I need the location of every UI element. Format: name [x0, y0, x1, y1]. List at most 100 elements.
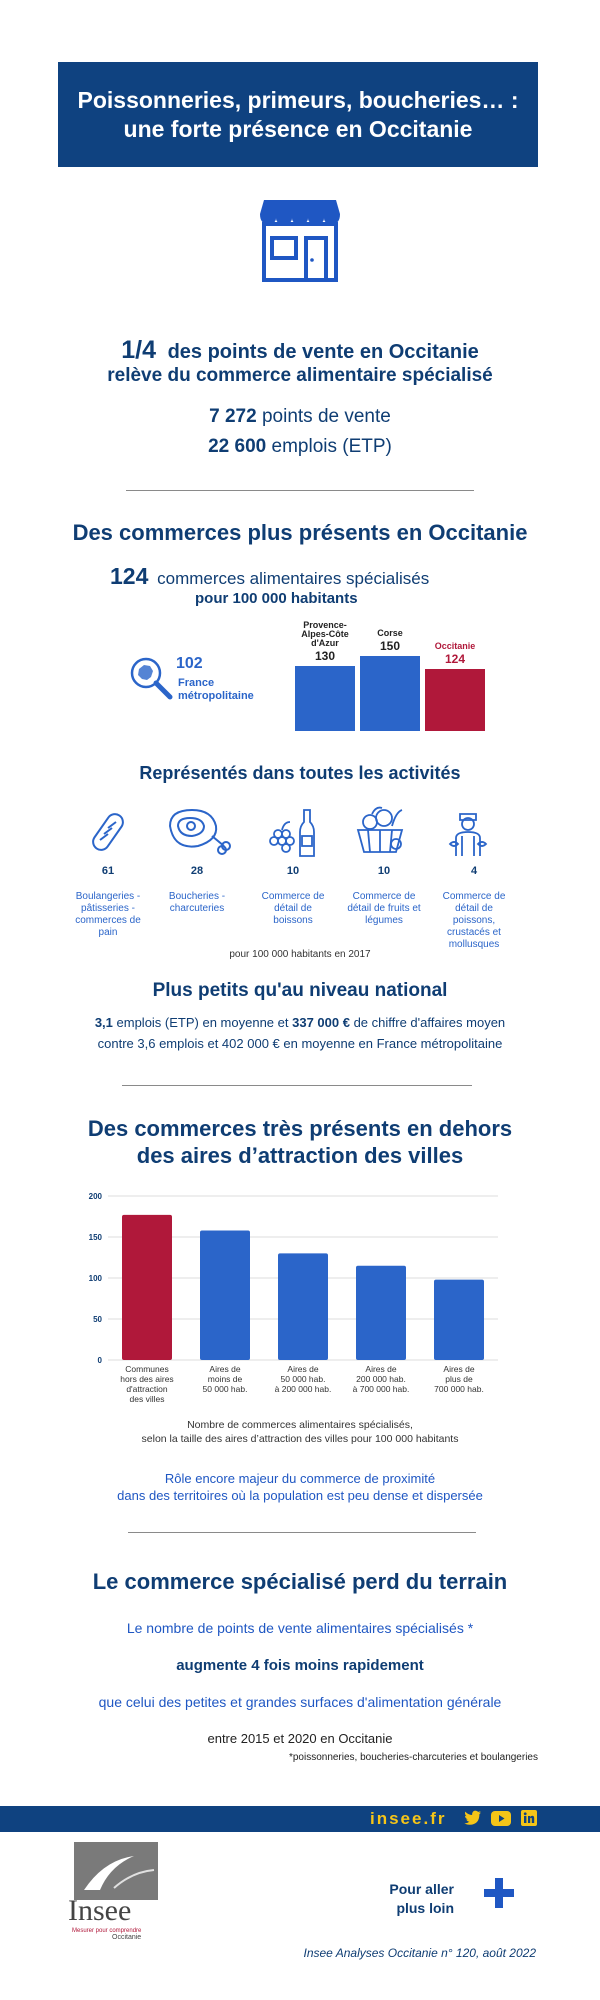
jobs-label: emplois (ETP)	[271, 436, 392, 457]
decline-heading: Le commerce spécialisé perd du terrain	[92, 1569, 508, 1594]
attraction-caption: Nombre de commerces alimentaires spécial…	[0, 1418, 600, 1446]
activity-label: Commerce de détail de fruits et légumes	[347, 891, 421, 926]
density-count: 124	[110, 563, 149, 589]
x-tick-label: plus de	[445, 1374, 473, 1384]
attraction-bar	[434, 1279, 484, 1360]
activity-drinks: 10 Commerce de détail de boissons	[253, 865, 333, 927]
activity-fish: 4 Commerce de détail de poissons, crusta…	[434, 865, 514, 951]
france-label: France métropolitaine	[178, 677, 254, 703]
size-line1-b: de chiffre d'affaires moyen	[353, 1015, 506, 1030]
page-title-line2: une forte présence en Occitanie	[123, 115, 473, 142]
activities-heading: Représentés dans toutes les activités	[139, 763, 461, 783]
basket-icon	[352, 804, 408, 858]
attraction-heading-line1: Des commerces très présents en dehors	[87, 1116, 513, 1141]
activity-label: Commerce de détail de boissons	[261, 891, 325, 926]
jobs-value: 22 600	[208, 436, 267, 457]
activity-label: Boucheries - charcuteries	[168, 891, 226, 914]
size-line1-a: emplois (ETP) en moyenne et	[116, 1015, 289, 1030]
france-label-2: métropolitaine	[178, 690, 254, 702]
points-value: 7 272	[209, 406, 257, 427]
title-banner: Poissonneries, primeurs, boucheries… : u…	[58, 62, 538, 167]
activity-bread: 61 Boulangeries - pâtisseries - commerce…	[68, 865, 148, 939]
x-tick-label: 700 000 hab.	[434, 1384, 484, 1394]
y-tick-label: 200	[89, 1192, 103, 1201]
region-bar	[425, 669, 485, 731]
decline-line3: que celui des petites et grandes surface…	[98, 1694, 502, 1710]
x-tick-label: à 700 000 hab.	[353, 1384, 410, 1394]
x-tick-label: 50 000 hab.	[281, 1374, 326, 1384]
bread-icon	[84, 806, 132, 858]
y-tick-label: 150	[89, 1233, 103, 1242]
divider	[128, 1532, 476, 1533]
region-bar	[295, 666, 355, 731]
page-title-line1: Poissonneries, primeurs, boucheries… :	[77, 86, 519, 113]
logo-region: Occitanie	[112, 1934, 142, 1941]
decline-line4: entre 2015 et 2020 en Occitanie	[207, 1731, 393, 1746]
size-line1: 3,1 emplois (ETP) en moyenne et 337 000 …	[0, 1015, 600, 1030]
x-tick-label: Aires de	[287, 1364, 318, 1374]
y-tick-label: 0	[98, 1356, 103, 1365]
density-count-line: 124 commerces alimentaires spécialisés	[110, 563, 429, 590]
region-bar-label: Occitanie	[435, 641, 476, 651]
activity-value: 4	[470, 865, 478, 877]
region-bar-value: 150	[380, 639, 400, 653]
intro-line2: relève du commerce alimentaire spécialis…	[107, 365, 493, 386]
attraction-caption-line2: selon la taille des aires d’attraction d…	[141, 1433, 459, 1445]
region-bar-label: Alpes-Côte	[301, 629, 349, 639]
wine-icon	[266, 806, 318, 858]
fishmonger-icon	[448, 806, 488, 858]
activity-value: 61	[101, 865, 115, 877]
region-bar	[360, 656, 420, 731]
points-label: points de vente	[261, 406, 391, 427]
x-tick-label: hors des aires	[120, 1374, 173, 1384]
decline-footnote: *poissonneries, boucheries-charcuteries …	[288, 1752, 538, 1763]
y-tick-label: 50	[93, 1315, 102, 1324]
attraction-bar	[200, 1230, 250, 1360]
points-of-sale: 7 272 points de vente	[0, 406, 600, 428]
logo-mark	[74, 1842, 158, 1900]
youtube-icon[interactable]	[491, 1811, 511, 1831]
x-tick-label: 50 000 hab.	[203, 1384, 248, 1394]
intro-fraction: 1/4	[121, 336, 156, 364]
linkedin-icon[interactable]	[521, 1810, 537, 1831]
activity-fruits: 10 Commerce de détail de fruits et légum…	[344, 865, 424, 927]
twitter-icon[interactable]	[464, 1810, 482, 1831]
x-tick-label: Communes	[125, 1364, 168, 1374]
density-heading: Des commerces plus présents en Occitanie	[72, 520, 528, 545]
logo-tagline: Mesurer pour comprendre	[72, 1928, 142, 1934]
region-bar-label: Provence-	[303, 620, 347, 630]
decline-line2: augmente 4 fois moins rapidement	[176, 1657, 424, 1674]
divider	[126, 490, 474, 491]
x-tick-label: Aires de	[209, 1364, 240, 1374]
intro-text-1: des points de vente en Occitanie	[167, 341, 479, 363]
magnifier-france-icon	[128, 655, 174, 701]
x-tick-label: des villes	[130, 1394, 165, 1404]
activity-label: Boulangeries - pâtisseries - commerces d…	[75, 891, 141, 938]
attraction-bar	[356, 1265, 406, 1360]
plus-icon[interactable]	[484, 1878, 514, 1908]
size-heading: Plus petits qu'au niveau national	[152, 980, 448, 1001]
activity-meat: 28 Boucheries - charcuteries	[157, 865, 237, 915]
region-bar-value: 124	[445, 652, 465, 666]
shop-icon	[258, 198, 342, 284]
region-bar-label: Corse	[377, 628, 403, 638]
attraction-bar	[122, 1214, 172, 1360]
x-tick-label: 200 000 hab.	[356, 1374, 406, 1384]
insee-site-link[interactable]: insee.fr	[370, 1809, 447, 1828]
intro-line1: 1/4 des points de vente en Occitanie	[0, 336, 600, 365]
density-per-label: pour 100 000 habitants	[195, 590, 358, 607]
jobs: 22 600 emplois (ETP)	[0, 436, 600, 458]
x-tick-label: d'attraction	[126, 1384, 168, 1394]
size-line2: contre 3,6 emplois et 402 000 € en moyen…	[97, 1036, 503, 1051]
size-jobs-value: 3,1	[94, 1015, 113, 1030]
insee-logo: Insee Mesurer pour comprendre Occitanie	[66, 1842, 166, 1941]
divider	[122, 1085, 472, 1086]
attraction-note-line1: Rôle encore majeur du commerce de proxim…	[164, 1471, 436, 1486]
attraction-heading-line2: des aires d’attraction des villes	[136, 1143, 464, 1168]
x-tick-label: Aires de	[365, 1364, 396, 1374]
region-bar-chart: Provence- Alpes-Côte d'Azur 130 Corse 150 Occi…	[295, 618, 485, 733]
x-tick-label: moins de	[208, 1374, 243, 1384]
activity-label: Commerce de détail de poissons, crustacé…	[442, 891, 506, 950]
